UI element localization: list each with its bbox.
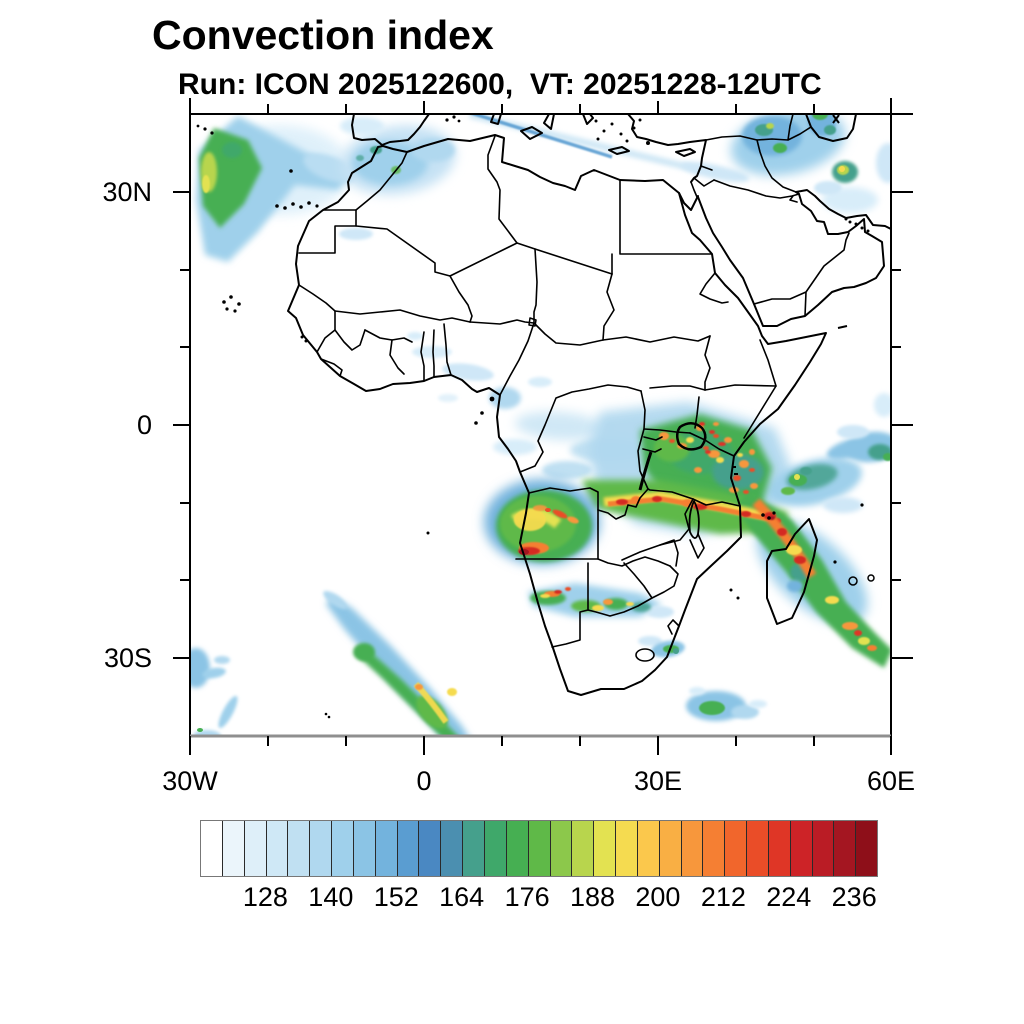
island-rings bbox=[848, 574, 875, 586]
colorbar-segment bbox=[505, 821, 528, 876]
colorbar-tick-label: 128 bbox=[242, 882, 288, 912]
colorbar-segment bbox=[331, 821, 353, 876]
colorbar-tick-label: 176 bbox=[504, 882, 550, 912]
convection-field bbox=[190, 114, 891, 736]
colorbar-tick-label: 164 bbox=[439, 882, 485, 912]
colorbar-segment bbox=[221, 821, 244, 876]
colorbar-segment bbox=[483, 821, 506, 876]
y-axis-label-30S: 30S bbox=[103, 643, 152, 673]
colorbar-tick-label: 236 bbox=[831, 882, 877, 912]
colorbar-tick-label: 152 bbox=[373, 882, 419, 912]
colorbar-segment bbox=[746, 821, 768, 876]
colorbar-segment bbox=[418, 821, 441, 876]
colorbar-segment bbox=[440, 821, 463, 876]
colorbar-tick-label: 140 bbox=[308, 882, 354, 912]
colorbar-segment bbox=[396, 821, 419, 876]
axis-ticks bbox=[173, 98, 913, 755]
colorbar-segment bbox=[352, 821, 375, 876]
colorbar-segment bbox=[571, 821, 594, 876]
colorbar-segment bbox=[658, 821, 681, 876]
colorbar-segment bbox=[680, 821, 703, 876]
colorbar bbox=[200, 820, 878, 877]
colorbar-tick-label: 212 bbox=[700, 882, 746, 912]
coastlines bbox=[287, 114, 891, 696]
colorbar-segment bbox=[374, 821, 397, 876]
y-axis-label-0: 0 bbox=[136, 410, 152, 440]
colorbar-segment bbox=[462, 821, 484, 876]
colorbar-labels: 128 140 152 164 176 188 200 212 224 236 bbox=[200, 882, 877, 914]
colorbar-tick-label: 200 bbox=[635, 882, 681, 912]
colorbar-segment bbox=[309, 821, 332, 876]
colorbar-segment bbox=[593, 821, 616, 876]
x-axis-label-30W: 30W bbox=[162, 766, 218, 796]
lakes bbox=[528, 317, 707, 539]
colorbar-tick-label: 224 bbox=[766, 882, 812, 912]
colorbar-segment bbox=[265, 821, 288, 876]
colorbar-segment bbox=[767, 821, 790, 876]
colorbar-segment bbox=[833, 821, 856, 876]
colorbar-segment bbox=[527, 821, 550, 876]
colorbar-segment bbox=[724, 821, 747, 876]
colorbar-segment bbox=[549, 821, 572, 876]
page-title: Convection index bbox=[152, 12, 494, 58]
run-valid-time-subtitle: Run: ICON 2025122600, VT: 20251228-12UTC bbox=[178, 68, 822, 101]
colorbar-segment bbox=[789, 821, 812, 876]
colorbar-segment bbox=[702, 821, 725, 876]
x-axis-label-30E: 30E bbox=[633, 766, 683, 796]
country-borders bbox=[298, 114, 850, 662]
x-axis-label-0: 0 bbox=[416, 766, 432, 796]
colorbar-segment bbox=[243, 821, 266, 876]
colorbar-tick-label: 188 bbox=[569, 882, 616, 912]
colorbar-segment bbox=[855, 821, 878, 876]
colorbar-segment bbox=[201, 821, 222, 876]
colorbar-segment bbox=[615, 821, 637, 876]
colorbar-segment bbox=[287, 821, 310, 876]
colorbar-segment bbox=[811, 821, 834, 876]
islands bbox=[196, 114, 870, 719]
x-axis-label-60E: 60E bbox=[866, 766, 916, 796]
colorbar-segment bbox=[636, 821, 659, 876]
y-axis-label-30N: 30N bbox=[102, 177, 152, 207]
